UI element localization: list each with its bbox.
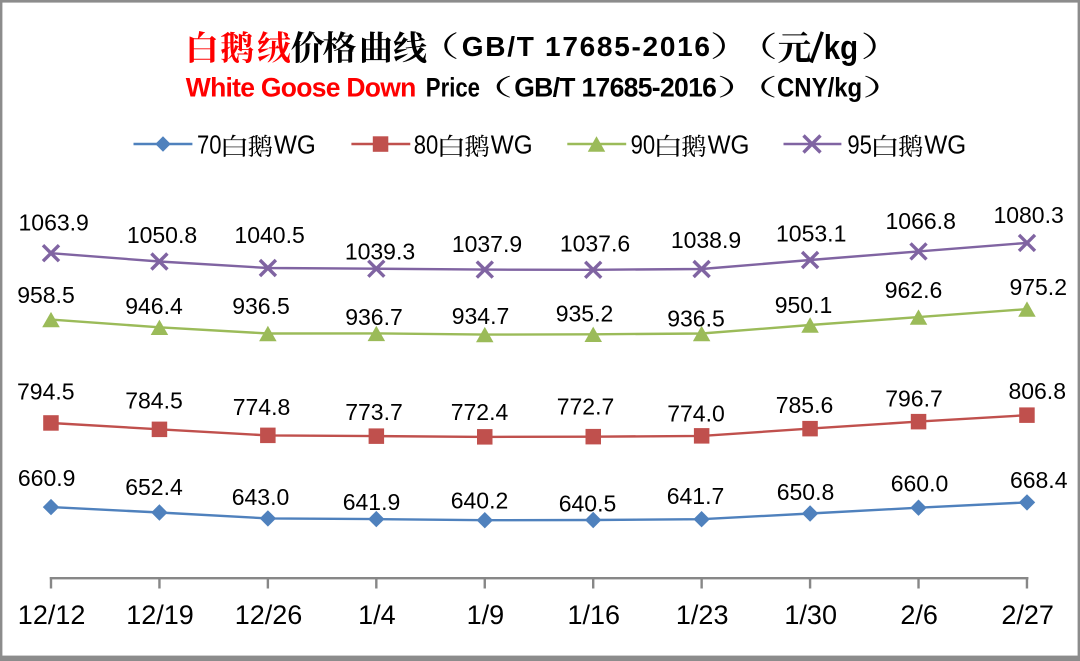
svg-text:80: 80	[414, 130, 439, 160]
svg-text:1/30: 1/30	[784, 600, 837, 630]
svg-text:1080.3: 1080.3	[993, 202, 1063, 228]
svg-text:946.4: 946.4	[125, 293, 183, 319]
svg-text:WG: WG	[491, 130, 533, 160]
svg-text:641.9: 641.9	[343, 489, 401, 515]
svg-text:796.7: 796.7	[885, 386, 943, 412]
svg-text:12/12: 12/12	[18, 600, 86, 630]
svg-text:1037.9: 1037.9	[452, 231, 522, 257]
svg-text:2/6: 2/6	[900, 600, 938, 630]
svg-text:650.8: 650.8	[777, 479, 835, 505]
svg-text:794.5: 794.5	[17, 379, 75, 405]
svg-text:1/16: 1/16	[568, 600, 621, 630]
svg-text:1063.9: 1063.9	[19, 209, 89, 235]
svg-text:806.8: 806.8	[1008, 378, 1066, 404]
svg-text:660.9: 660.9	[18, 465, 76, 491]
svg-text:2/27: 2/27	[1001, 600, 1054, 630]
svg-text:660.0: 660.0	[891, 471, 949, 497]
svg-text:652.4: 652.4	[125, 474, 183, 500]
svg-text:1/9: 1/9	[467, 600, 505, 630]
svg-text:935.2: 935.2	[556, 301, 614, 327]
svg-text:640.5: 640.5	[559, 491, 617, 517]
svg-text:1050.8: 1050.8	[127, 222, 197, 248]
svg-text:640.2: 640.2	[451, 487, 509, 513]
svg-text:95: 95	[847, 130, 872, 160]
svg-text:641.7: 641.7	[667, 483, 725, 509]
svg-text:CNY/kg: CNY/kg	[777, 73, 862, 103]
svg-text:WG: WG	[274, 130, 316, 160]
svg-text:WG: WG	[708, 130, 750, 160]
svg-text:WG: WG	[924, 130, 966, 160]
svg-text:1039.3: 1039.3	[345, 238, 415, 264]
svg-text:668.4: 668.4	[1010, 467, 1068, 493]
svg-text:GB/T 17685-2016: GB/T 17685-2016	[514, 73, 717, 103]
svg-text:1038.9: 1038.9	[671, 227, 741, 253]
svg-text:962.6: 962.6	[885, 277, 943, 303]
svg-text:1040.5: 1040.5	[234, 222, 304, 248]
svg-text:1/23: 1/23	[676, 600, 729, 630]
svg-text:958.5: 958.5	[17, 282, 75, 308]
svg-text:785.6: 785.6	[776, 392, 834, 418]
svg-text:12/26: 12/26	[235, 600, 303, 630]
svg-text:GB/T 17685-2016: GB/T 17685-2016	[462, 31, 710, 62]
svg-text:936.7: 936.7	[345, 304, 403, 330]
svg-text:772.4: 772.4	[451, 399, 509, 425]
svg-text:950.1: 950.1	[775, 292, 833, 318]
svg-text:kg: kg	[824, 29, 858, 67]
svg-text:1053.1: 1053.1	[776, 221, 846, 247]
svg-text:772.7: 772.7	[557, 394, 615, 420]
svg-text:70: 70	[197, 130, 222, 160]
svg-text:90: 90	[631, 130, 656, 160]
svg-text:936.5: 936.5	[667, 306, 725, 332]
svg-text:Price: Price	[426, 73, 480, 103]
svg-text:774.8: 774.8	[233, 394, 291, 420]
svg-text:1/4: 1/4	[358, 600, 396, 630]
svg-text:975.2: 975.2	[1009, 274, 1067, 300]
svg-text:12/19: 12/19	[126, 600, 194, 630]
svg-text:774.0: 774.0	[667, 401, 725, 427]
svg-text:773.7: 773.7	[345, 399, 403, 425]
svg-text:936.5: 936.5	[232, 293, 290, 319]
svg-text:1037.6: 1037.6	[560, 230, 630, 256]
svg-text:784.5: 784.5	[125, 387, 183, 413]
svg-text:643.0: 643.0	[232, 484, 290, 510]
svg-text:White Goose Down: White Goose Down	[186, 73, 416, 103]
svg-text:1066.8: 1066.8	[886, 208, 956, 234]
svg-text:934.7: 934.7	[452, 303, 510, 329]
